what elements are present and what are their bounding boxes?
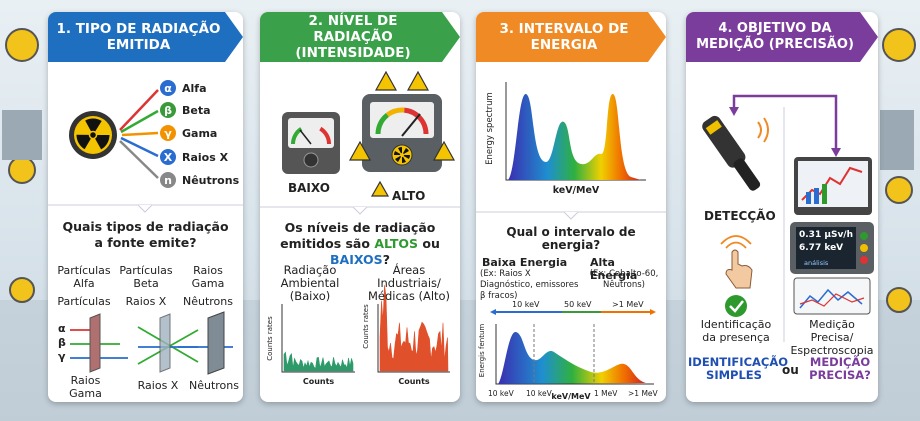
screen-reading: 0.31 µSv/h: [799, 230, 854, 240]
level-label: ALTO: [392, 189, 426, 203]
legend-label: Gama: [182, 127, 218, 140]
legend-symbol: γ: [164, 127, 172, 140]
question: Qual o intervalo de energia?: [506, 225, 636, 252]
legend-symbol: β: [164, 104, 172, 117]
type-label: Partículas Alfa: [57, 264, 111, 290]
panel-title: 1. TIPO DE RADIAÇÃO EMITIDA: [48, 12, 243, 62]
choice-or: ou: [782, 363, 799, 377]
axis-label: Counts: [398, 377, 430, 386]
question-text: ou: [418, 236, 440, 251]
legend-label: Beta: [182, 104, 211, 117]
panel-title: 2. NÍVEL DE RADIAÇÃO (INTENSIDADE): [260, 12, 460, 62]
legend-symbol: X: [164, 151, 173, 164]
question-text: Os níveis de radiação emitidos são: [280, 220, 436, 251]
legend-symbol: n: [164, 174, 172, 187]
symbol: β: [58, 336, 66, 349]
axis-label: keV/MeV: [552, 185, 600, 196]
legend-label: Nêutrons: [182, 174, 240, 187]
panel-title: 4. OBJETIVO DA MEDIÇÃO (PRECISÃO): [686, 12, 878, 62]
panel-energy: 3. INTERVALO DE ENERGIA Energy spectrum …: [476, 12, 666, 402]
band-label: 50 keV: [564, 300, 592, 309]
spike-chart: [283, 351, 354, 372]
band-label: 10 keV: [512, 300, 540, 309]
panel-radiation-type: α β γ X n 1. TIPO DE RADIAÇÃO EMITIDA Al…: [48, 12, 243, 402]
tick-label: 1 MeV: [594, 389, 618, 398]
symbol: γ: [58, 350, 66, 363]
panel-purpose: 4. OBJETIVO DA MEDIÇÃO (PRECISÃO) DETECÇ…: [686, 12, 878, 402]
tick-label: >1 MeV: [628, 389, 658, 398]
axis-label: Counts: [302, 377, 335, 386]
legend-label: Raios X: [182, 151, 229, 164]
level-label: BAIXO: [288, 181, 330, 195]
axis-label: Energis fentum: [478, 323, 487, 378]
type-label: Partículas Beta: [119, 264, 173, 290]
outcome-label: Medição Precisa/ Espectroscopia: [790, 318, 874, 357]
slab-label: Raios Gama: [69, 374, 102, 400]
panel-art: [702, 94, 874, 342]
case-label: Radiação Ambiental (Baixo): [280, 263, 340, 303]
panel-title: 3. INTERVALO DE ENERGIA: [476, 12, 666, 62]
question-highlight: ALTOS: [374, 236, 419, 251]
type-label: Partículas: [57, 295, 111, 308]
range-example: (Ex: Raios X Diagnóstico, emissores β fr…: [480, 269, 579, 301]
question-highlight: BAIXOS: [330, 252, 383, 267]
legend-symbols: α β γ X n: [160, 80, 176, 188]
range-name: Alta Energia: [590, 256, 638, 282]
spike-chart: [379, 285, 449, 372]
tick-label: 10 keV: [526, 389, 552, 398]
outcome-label: Identificação da presença: [700, 318, 772, 344]
type-label: Raios Gama: [191, 264, 225, 290]
band-label: >1 MeV: [612, 300, 644, 309]
range-name: Baixa Energia: [482, 256, 568, 269]
slab-label: Nêutrons: [189, 379, 239, 392]
slab-label: Raios X: [137, 379, 179, 392]
choice: IDENTIFICAÇÃO SIMPLES: [688, 355, 789, 382]
case-label: Áreas Industriais/ Médicas (Alto): [367, 263, 451, 303]
panel-art: [476, 82, 666, 385]
type-label: Raios X: [125, 295, 167, 308]
panel-art: [260, 70, 460, 373]
question: Quais tipos de radiação a fonte emite?: [62, 219, 229, 250]
type-label: Nêutrons: [183, 295, 233, 308]
axis-label: Counts rates: [361, 304, 370, 349]
panel-art: α β γ X n: [48, 80, 243, 375]
question: Os níveis de radiação emitidos são ALTOS…: [266, 220, 454, 268]
tick-label: 10 keV: [488, 389, 514, 398]
range-example: (Ex: Cobalto-60, Nêutrons): [589, 269, 659, 290]
legend-label: Alfa: [182, 82, 207, 95]
screen-reading: 6.77 keV: [799, 243, 844, 253]
symbol: α: [58, 322, 66, 335]
axis-label: keV/MeV: [551, 392, 591, 401]
choice: MEDIÇÃO PRECISA?: [809, 355, 871, 382]
legend-symbol: α: [164, 82, 172, 95]
screen-reading: análisis: [804, 259, 829, 267]
axis-label: Energy spectrum: [484, 92, 495, 165]
panel-radiation-level: 2. NÍVEL DE RADIAÇÃO (INTENSIDADE) BAIXO…: [260, 12, 460, 402]
question-text: ?: [382, 252, 390, 267]
axis-label: Counts rates: [265, 316, 274, 361]
detect-label: DETECÇÃO: [704, 209, 776, 223]
